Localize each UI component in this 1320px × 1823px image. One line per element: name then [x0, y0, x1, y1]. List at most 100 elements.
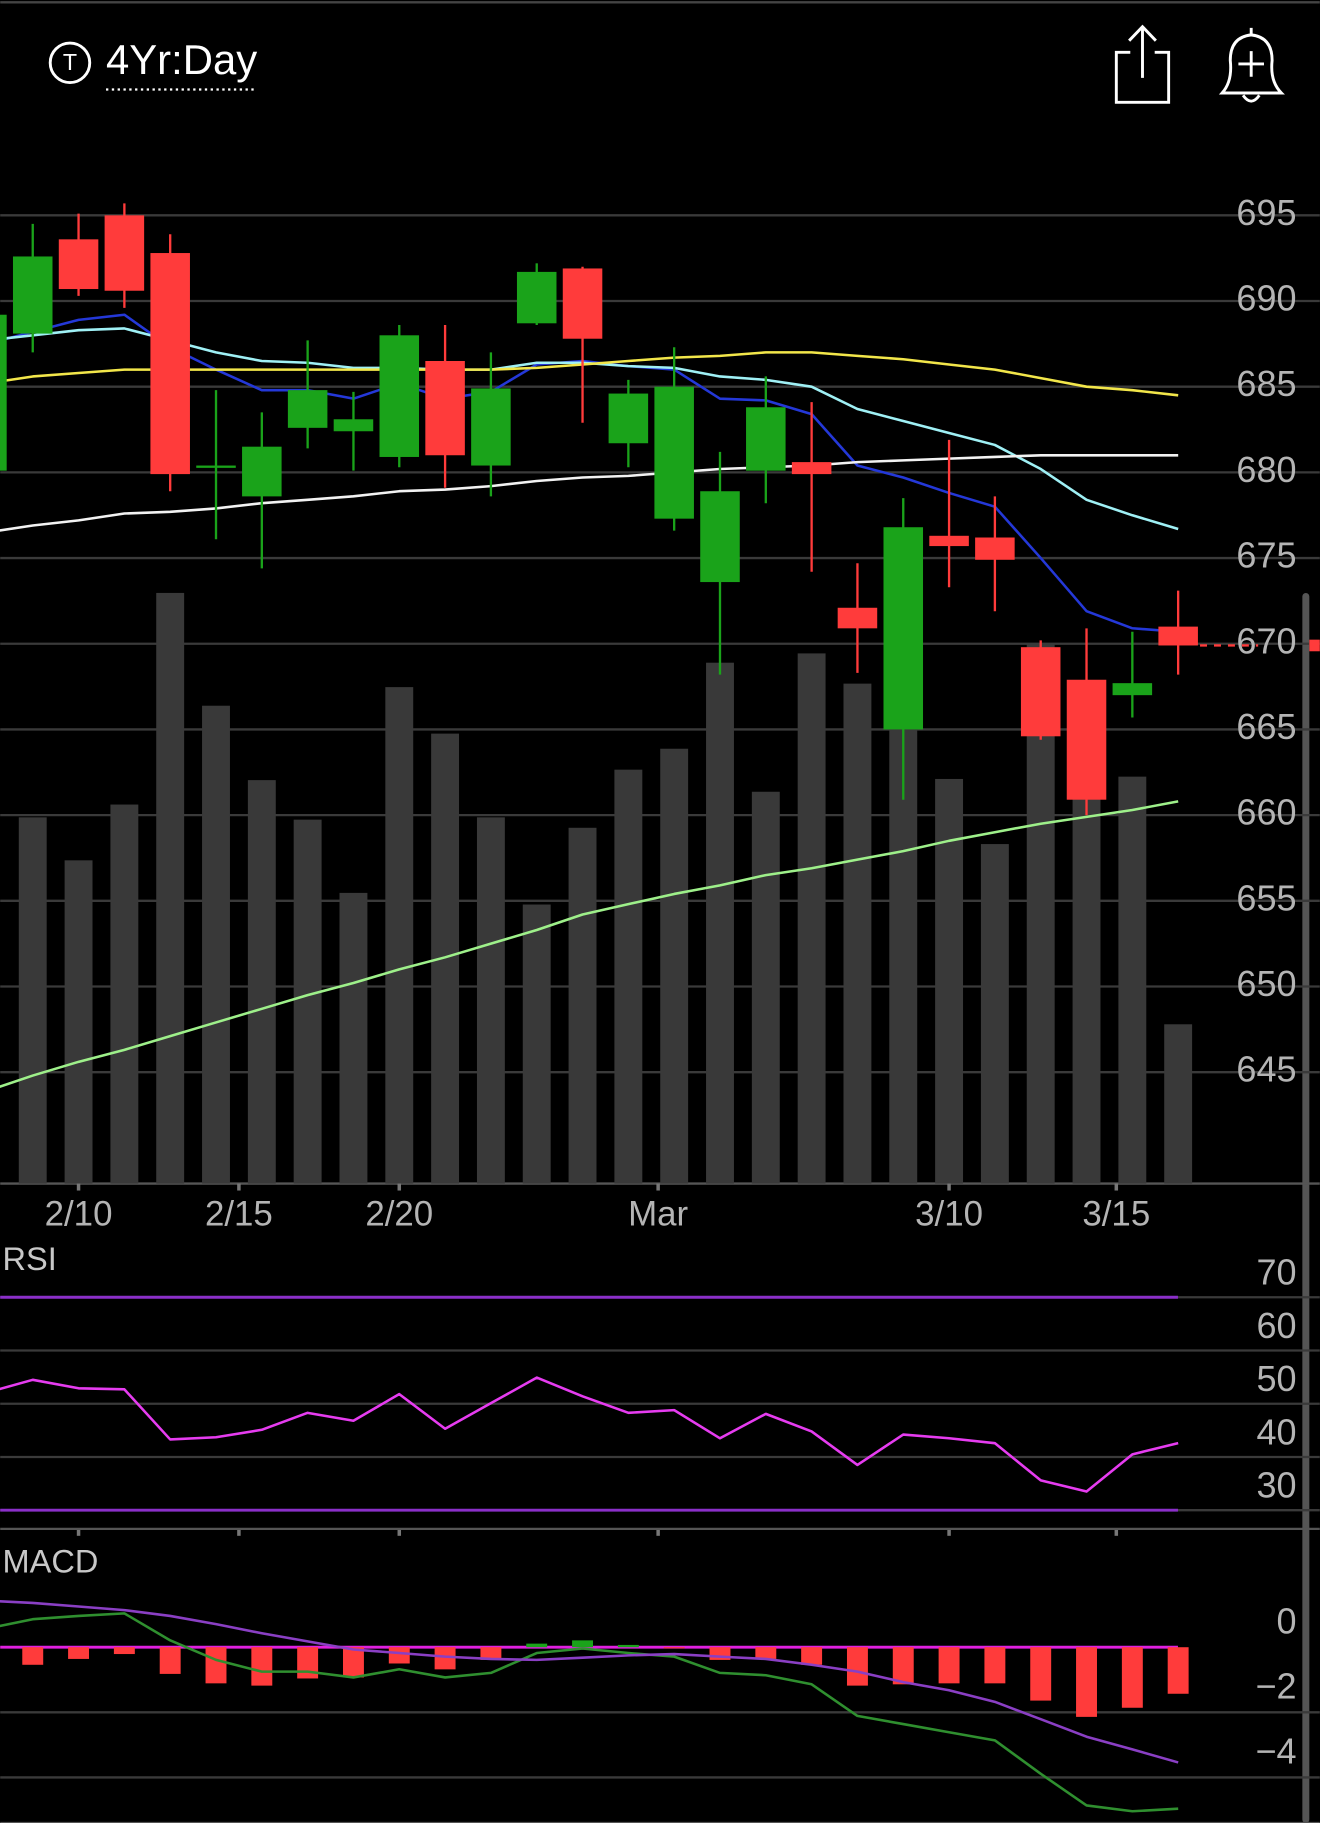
candle-body	[1112, 683, 1153, 696]
histogram-bar	[251, 1647, 273, 1686]
y-tick-label: 680	[1236, 449, 1296, 490]
y-tick-label: 50	[1256, 1358, 1296, 1399]
x-tick-label: 2/15	[205, 1194, 273, 1233]
scrollbar	[1302, 592, 1310, 1823]
candle-body	[12, 256, 53, 334]
y-tick-label: 40	[1256, 1411, 1296, 1452]
candle-body	[608, 393, 649, 444]
candle-body	[837, 607, 878, 629]
timeframe-selector[interactable]: T 4Yr:Day	[48, 36, 257, 91]
y-tick-label: 30	[1256, 1465, 1296, 1506]
y-tick-label: 655	[1236, 877, 1296, 918]
histogram-bar	[1167, 1647, 1189, 1694]
y-tick-label: 670	[1236, 620, 1296, 661]
candle-body	[700, 491, 740, 583]
histogram-bar	[938, 1647, 960, 1684]
volume-bar	[1118, 776, 1147, 1184]
y-tick-label: 0	[1276, 1600, 1296, 1641]
y-tick-label: 60	[1256, 1305, 1296, 1346]
candle-body	[975, 537, 1015, 560]
histogram-bar	[480, 1647, 502, 1660]
share-arrow	[1128, 24, 1157, 78]
volume-bar	[156, 592, 185, 1184]
y-tick-label: 690	[1236, 278, 1296, 319]
candle-body	[0, 314, 7, 471]
y-tick-label: 675	[1236, 535, 1296, 576]
volume-bar	[64, 860, 93, 1184]
candle-body	[471, 388, 511, 466]
histogram-bar	[434, 1647, 456, 1670]
volume-bar	[18, 817, 47, 1184]
histogram-bar	[388, 1647, 410, 1664]
candle-body	[242, 446, 282, 497]
indicator-line	[0, 800, 1179, 1088]
share-button[interactable]	[1114, 24, 1171, 104]
volume-bar	[476, 817, 505, 1184]
candle-body	[58, 239, 99, 290]
x-tick-label: 3/10	[915, 1194, 983, 1233]
indicator-line	[0, 1600, 1179, 1764]
histogram-bar	[22, 1647, 44, 1665]
volume-bar	[751, 791, 780, 1184]
histogram-bar	[984, 1647, 1006, 1684]
candle-body	[562, 268, 603, 339]
histogram-bar	[663, 1647, 685, 1649]
candle-body	[791, 462, 832, 475]
volume-bar	[1164, 1024, 1193, 1184]
x-tick-label: Mar	[628, 1194, 688, 1233]
candle-body	[425, 361, 465, 456]
x-tick-label: 2/20	[365, 1194, 433, 1233]
histogram-bar	[205, 1647, 227, 1684]
timeframe-label[interactable]: 4Yr:Day	[106, 36, 257, 83]
histogram-bar	[1030, 1647, 1052, 1701]
histogram-bar	[1121, 1647, 1143, 1708]
volume-bar	[660, 748, 689, 1184]
histogram-bar	[617, 1644, 639, 1648]
y-tick-label: 665	[1236, 706, 1296, 747]
volume-bar	[247, 780, 276, 1184]
panel-title: MACD	[3, 1543, 99, 1579]
bell-clapper	[1241, 94, 1261, 103]
volume-bar	[980, 844, 1009, 1184]
x-tick-label: 3/15	[1082, 1194, 1150, 1233]
candle-body	[196, 465, 236, 468]
badge-circle	[48, 41, 92, 84]
y-tick-label: 645	[1236, 1049, 1296, 1090]
histogram-bar	[846, 1647, 868, 1686]
share-box	[1114, 50, 1171, 104]
candle-body	[654, 386, 694, 519]
histogram-bar	[892, 1647, 914, 1685]
candle-body	[379, 335, 420, 457]
volume-bar	[202, 705, 230, 1184]
candle-body	[883, 527, 924, 730]
volume-bar	[385, 687, 414, 1184]
candle-body	[150, 253, 190, 475]
indicator-line	[0, 1376, 1179, 1493]
y-tick-label: 685	[1236, 363, 1296, 404]
candle-body	[1158, 626, 1198, 646]
volume-bar	[522, 904, 551, 1184]
indicator-line	[0, 1612, 1179, 1813]
histogram-bar	[526, 1643, 548, 1648]
volume-bar	[293, 819, 322, 1184]
volume-bar	[110, 804, 139, 1184]
histogram-bar	[159, 1647, 181, 1674]
histogram-bar	[342, 1647, 364, 1678]
candle-body	[516, 271, 557, 324]
y-tick-label: 650	[1236, 963, 1296, 1004]
histogram-bar	[68, 1647, 90, 1659]
candle-body	[287, 390, 328, 428]
volume-bar	[706, 662, 734, 1184]
y-tick-label: 70	[1256, 1252, 1296, 1293]
alert-button[interactable]	[1218, 27, 1285, 103]
candle-body	[929, 535, 969, 547]
indicator-line	[0, 454, 1179, 532]
y-tick-label: 660	[1236, 792, 1296, 833]
histogram-bar	[113, 1647, 135, 1655]
volume-bar	[568, 827, 597, 1184]
y-tick-label: −4	[1255, 1731, 1296, 1772]
volume-bar	[935, 778, 964, 1184]
histogram-bar	[755, 1647, 777, 1659]
